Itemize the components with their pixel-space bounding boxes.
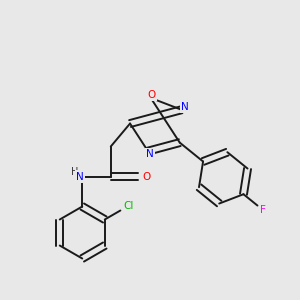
Text: N: N: [146, 149, 154, 159]
Text: F: F: [260, 205, 266, 215]
Text: H: H: [70, 167, 78, 176]
Text: Cl: Cl: [123, 201, 133, 211]
Text: O: O: [142, 172, 151, 182]
Text: N: N: [181, 102, 188, 112]
Text: O: O: [148, 90, 156, 100]
Text: N: N: [76, 172, 84, 182]
